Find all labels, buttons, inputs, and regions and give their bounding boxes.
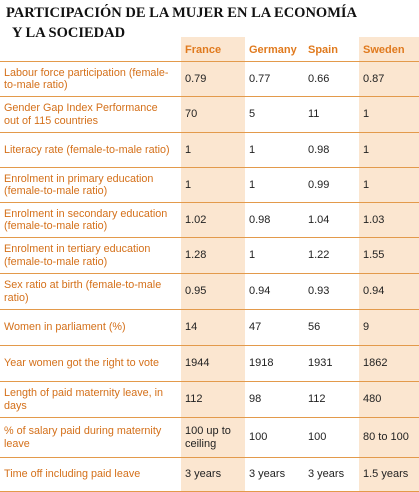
cell-spain: 1.22 xyxy=(308,249,330,262)
cell-france: 1 xyxy=(181,168,245,202)
table-row: Length of paid maternity leave, in days … xyxy=(0,381,419,417)
cell-sweden: 0.87 xyxy=(359,62,419,96)
cell-sweden: 1 xyxy=(359,168,419,202)
cell-germany: 0.98 xyxy=(249,213,271,226)
cell-germany: 100 xyxy=(249,431,268,444)
table-row: Gender Gap Index Performance out of 115 … xyxy=(0,96,419,132)
cell-germany: 5 xyxy=(249,108,256,121)
cell-france: 1.28 xyxy=(181,238,245,273)
cell-sweden: 80 to 100 xyxy=(359,418,419,457)
column-header-spain: Spain xyxy=(308,44,338,56)
cell-sweden: 1.5 years xyxy=(359,458,419,491)
row-label: Time off including paid leave xyxy=(4,468,141,481)
cell-spain: 11 xyxy=(308,108,320,121)
cell-france: 1 xyxy=(181,133,245,167)
cell-germany: 1 xyxy=(249,249,256,262)
cell-germany: 98 xyxy=(249,393,262,406)
row-label: Sex ratio at birth (female-to-male ratio… xyxy=(4,279,162,304)
cell-spain: 3 years xyxy=(308,468,345,481)
column-header-germany: Germany xyxy=(249,44,297,56)
cell-france: 1944 xyxy=(181,346,245,381)
cell-france: 3 years xyxy=(181,458,245,491)
cell-france: 0.79 xyxy=(181,62,245,96)
table-row: Enrolment in tertiary education (female-… xyxy=(0,237,419,273)
cell-germany: 0.94 xyxy=(249,285,271,298)
cell-france: 112 xyxy=(181,382,245,417)
page-title: PARTICIPACIÓN DE LA MUJER EN LA ECONOMÍA… xyxy=(6,3,357,43)
cell-germany: 1 xyxy=(249,143,256,156)
row-label: Year women got the right to vote xyxy=(4,357,160,370)
title-line-2: Y LA SOCIEDAD xyxy=(12,25,126,41)
row-label: Enrolment in tertiary education (female-… xyxy=(4,243,151,268)
cell-france: 70 xyxy=(181,97,245,132)
column-header-france: France xyxy=(181,37,245,61)
cell-spain: 1.04 xyxy=(308,213,330,226)
row-label: % of salary paid during maternity leave xyxy=(4,425,162,450)
row-label: Women in parliament (%) xyxy=(4,321,126,334)
row-label: Labour force participation (female-to-ma… xyxy=(4,66,169,92)
cell-sweden: 1.03 xyxy=(359,203,419,237)
table-row: Enrolment in secondary education (female… xyxy=(0,202,419,237)
cell-france: 1.02 xyxy=(181,203,245,237)
table-row: Year women got the right to vote 1944 19… xyxy=(0,345,419,381)
table-row: Literacy rate (female-to-male ratio) 1 1… xyxy=(0,132,419,167)
row-label: Literacy rate (female-to-male ratio) xyxy=(4,143,170,156)
row-label: Length of paid maternity leave, in days xyxy=(4,387,164,412)
cell-germany: 1 xyxy=(249,178,256,191)
cell-sweden: 480 xyxy=(359,382,419,417)
row-label: Gender Gap Index Performance out of 115 … xyxy=(4,102,158,127)
cell-spain: 0.66 xyxy=(308,72,330,85)
cell-spain: 100 xyxy=(308,431,327,444)
cell-spain: 0.93 xyxy=(308,285,330,298)
cell-sweden: 1862 xyxy=(359,346,419,381)
cell-sweden: 0.94 xyxy=(359,274,419,309)
cell-france: 14 xyxy=(181,310,245,345)
table-header: France Germany Spain Sweden xyxy=(0,37,419,61)
table-row: Sex ratio at birth (female-to-male ratio… xyxy=(0,273,419,309)
cell-germany: 1918 xyxy=(249,357,274,370)
table-row: Women in parliament (%) 14 47 56 9 xyxy=(0,309,419,345)
cell-spain: 1931 xyxy=(308,357,333,370)
row-label: Enrolment in primary education (female-t… xyxy=(4,172,154,198)
table-row: Labour force participation (female-to-ma… xyxy=(0,61,419,96)
cell-sweden: 1 xyxy=(359,133,419,167)
cell-germany: 3 years xyxy=(249,468,286,481)
table-row: % of salary paid during maternity leave … xyxy=(0,417,419,457)
cell-germany: 47 xyxy=(249,321,262,334)
table-row: Time off including paid leave 3 years 3 … xyxy=(0,457,419,491)
cell-sweden: 9 xyxy=(359,310,419,345)
cell-sweden: 1.55 xyxy=(359,238,419,273)
column-header-sweden: Sweden xyxy=(359,37,419,61)
cell-germany: 0.77 xyxy=(249,72,271,85)
cell-spain: 0.99 xyxy=(308,178,330,191)
comparison-table: France Germany Spain Sweden Labour force… xyxy=(0,37,419,492)
cell-france: 100 up to ceiling xyxy=(181,418,245,457)
title-line-1: PARTICIPACIÓN DE LA MUJER EN LA ECONOMÍA xyxy=(6,5,358,21)
cell-sweden: 1 xyxy=(359,97,419,132)
cell-spain: 112 xyxy=(308,393,326,406)
row-label: Enrolment in secondary education (female… xyxy=(4,207,168,233)
cell-france: 0.95 xyxy=(181,274,245,309)
cell-spain: 0.98 xyxy=(308,143,330,156)
cell-spain: 56 xyxy=(308,321,321,334)
table-row: Enrolment in primary education (female-t… xyxy=(0,167,419,202)
